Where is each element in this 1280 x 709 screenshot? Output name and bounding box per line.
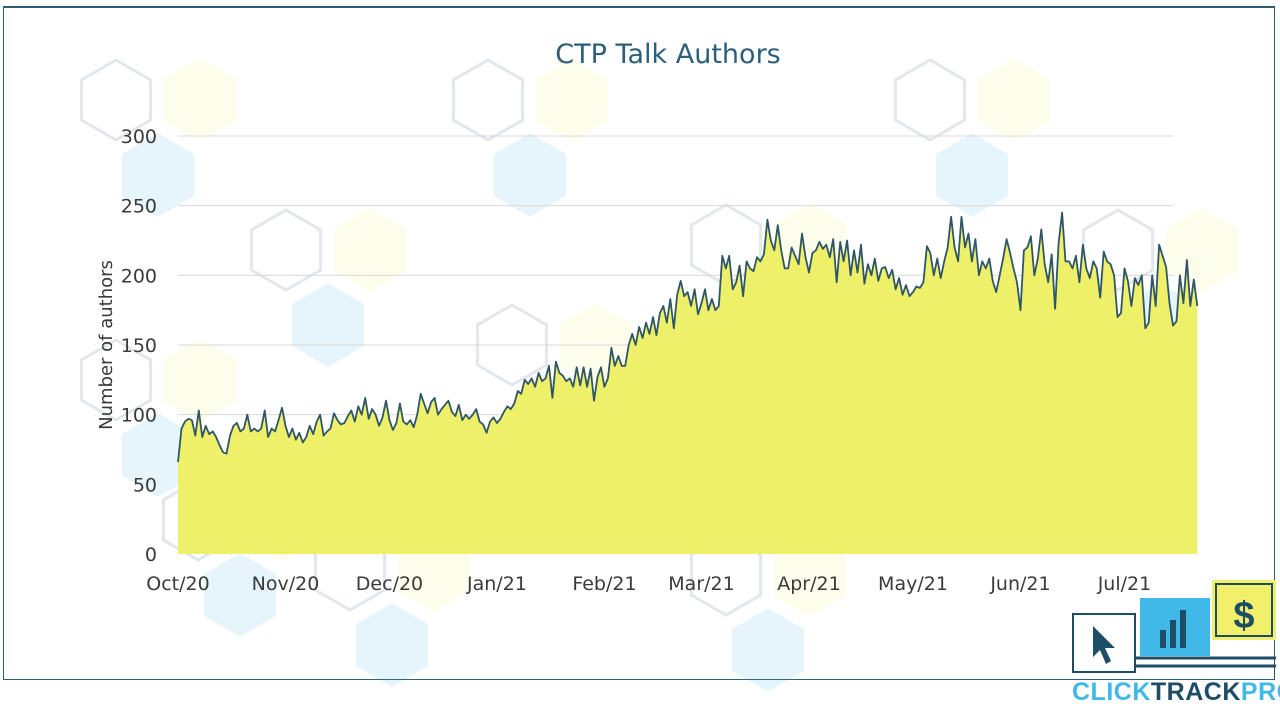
x-tick-label: Dec/20 [356, 573, 423, 595]
chart-title: CTP Talk Authors [555, 39, 780, 70]
watermark-hex [163, 58, 237, 142]
y-tick-label: 300 [121, 126, 157, 148]
x-tick-label: Apr/21 [777, 573, 840, 595]
watermark-hex [333, 208, 407, 292]
watermark-hex [291, 283, 365, 367]
bar-chart-icon [1160, 610, 1186, 648]
x-tick-label: Jun/21 [989, 573, 1050, 595]
clicktrackprofit-logo: $ CLICKTRACKPROFIT [1072, 580, 1280, 706]
watermark-hex [977, 58, 1051, 142]
watermark-hex [893, 58, 967, 142]
logo-yellow-box [1212, 580, 1276, 640]
watermark-hex [249, 208, 323, 292]
cursor-icon [1093, 626, 1115, 664]
x-tick-label: Feb/21 [572, 573, 636, 595]
logo-connector-lines [1135, 656, 1276, 668]
x-tick-label: May/21 [878, 573, 948, 595]
series-area-fill [178, 212, 1198, 554]
x-tick-label: Jul/21 [1097, 573, 1152, 595]
logo-yellow-box-border [1215, 583, 1273, 637]
series-area [177, 211, 1199, 554]
y-axis-ticks: 0 50 100 150 200 250 300 [121, 126, 157, 566]
watermark-hex [355, 603, 429, 687]
logo-text-click: CLICK [1072, 678, 1151, 706]
y-axis-title: Number of authors [96, 260, 117, 430]
y-tick-label: 0 [145, 544, 157, 566]
watermark-hex [203, 553, 277, 637]
x-axis-ticks: Oct/20 Nov/20 Dec/20 Jan/21 Feb/21 Mar/21 Apr/… [146, 573, 1151, 595]
watermark-hex [1165, 208, 1239, 292]
y-tick-label: 100 [121, 405, 157, 427]
x-tick-label: Nov/20 [252, 573, 320, 595]
watermark-hex [493, 133, 567, 217]
logo-wordmark: CLICKTRACKPROFIT [1072, 678, 1280, 706]
logo-text-profit: PROFIT [1241, 678, 1280, 706]
y-tick-label: 200 [121, 265, 157, 287]
y-tick-label: 250 [121, 196, 157, 218]
dollar-icon: $ [1233, 595, 1254, 637]
watermark-hex [731, 608, 805, 692]
x-tick-label: Mar/21 [668, 573, 734, 595]
watermark-hex [535, 58, 609, 142]
watermark-hex [935, 133, 1009, 217]
y-tick-label: 50 [133, 474, 157, 496]
watermark-hex [79, 58, 153, 142]
x-tick-label: Jan/21 [466, 573, 527, 595]
watermark-hex [451, 58, 525, 142]
watermark-hex [79, 338, 153, 422]
y-tick-label: 150 [121, 335, 157, 357]
series-line [177, 211, 1199, 463]
x-tick-label: Oct/20 [146, 573, 209, 595]
logo-text-track: TRACK [1151, 678, 1241, 706]
watermark-hex [163, 338, 237, 422]
watermark-hex [475, 303, 549, 387]
watermark-pattern [79, 58, 1239, 692]
watermark-hex [121, 133, 195, 217]
